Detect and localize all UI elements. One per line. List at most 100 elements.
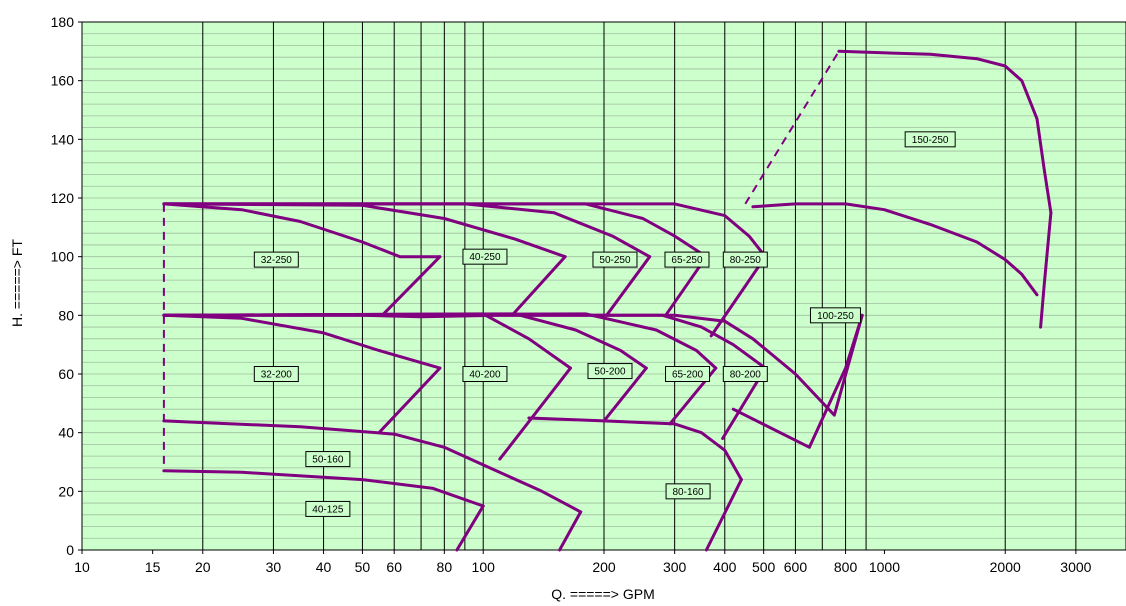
- x-tick-label: 800: [834, 559, 858, 575]
- x-tick-label: 300: [663, 559, 687, 575]
- x-tick-label: 3000: [1060, 559, 1091, 575]
- curve-labels: 150-250 32-250 40-250 50-250 65-250 80-250 100…: [253, 131, 956, 517]
- series-line: [510, 255, 567, 317]
- y-tick-label: 40: [58, 425, 74, 441]
- series-line: [162, 419, 583, 514]
- curve-label-box: [592, 251, 638, 268]
- x-tick-label: 80: [437, 559, 453, 575]
- series-line: [837, 49, 1053, 215]
- x-tick-label: 15: [145, 559, 161, 575]
- y-tick-label: 140: [51, 131, 75, 147]
- curve-label-text: 50-160: [312, 455, 344, 466]
- x-tick-label: 30: [266, 559, 282, 575]
- series-line: [558, 510, 583, 552]
- curve-label-box: [462, 248, 508, 265]
- curve-label: 40-200: [462, 366, 508, 382]
- y-axis-title: H. =====> FT: [9, 239, 25, 327]
- curve-label-text: 100-250: [817, 311, 854, 322]
- curve-label-box: [722, 251, 768, 268]
- series-line: [498, 366, 572, 461]
- curve-label-text: 50-200: [594, 367, 626, 378]
- x-tick-label: 2000: [990, 559, 1021, 575]
- series-line: [162, 313, 767, 370]
- x-tick-label: 200: [592, 559, 616, 575]
- curve-label-text: 65-200: [672, 370, 704, 381]
- series-line: [605, 255, 652, 317]
- x-tick-label: 100: [472, 559, 496, 575]
- series-line: [731, 313, 864, 449]
- curve-label: 65-250: [664, 251, 710, 268]
- curve-label-text: 80-160: [672, 487, 704, 498]
- curve-label: 32-250: [253, 251, 299, 268]
- curve-label-text: 32-250: [261, 255, 293, 266]
- x-tick-label: 400: [713, 559, 737, 575]
- x-tick-label: 10: [74, 559, 90, 575]
- x-tick-label: 50: [355, 559, 371, 575]
- series-line: [1039, 211, 1053, 329]
- curve-label: 50-160: [305, 451, 351, 468]
- curve-label-box: [253, 366, 299, 382]
- major-gridlines: [202, 22, 1077, 550]
- curve-label-text: 50-250: [599, 255, 631, 266]
- series-line: [377, 366, 442, 435]
- x-axis-title: Q. =====> GPM: [551, 586, 655, 602]
- y-tick-label: 120: [51, 190, 75, 206]
- x-tick-label: 600: [784, 559, 808, 575]
- y-tick-label: 20: [58, 483, 74, 499]
- curve-label-box: [665, 483, 711, 500]
- curve-label: 32-200: [253, 366, 299, 382]
- curve-label-box: [587, 363, 633, 380]
- series-line: [162, 202, 442, 259]
- x-tick-label: 20: [195, 559, 211, 575]
- curve-label: 50-200: [587, 363, 633, 380]
- series-line: [709, 255, 767, 338]
- curve-label-text: 150-250: [912, 135, 949, 146]
- curve-label-box: [664, 251, 710, 268]
- y-tick-label: 60: [58, 366, 74, 382]
- y-tick-label: 100: [51, 249, 75, 265]
- curve-label-text: 65-250: [671, 255, 703, 266]
- series-line: [162, 313, 442, 370]
- y-tick-label: 0: [66, 542, 74, 558]
- curve-label-box: [722, 366, 768, 382]
- series-line: [704, 478, 743, 552]
- curve-label: 80-250: [722, 251, 768, 268]
- series-line: [162, 469, 485, 508]
- series-line: [380, 255, 442, 317]
- x-tick-label: 40: [316, 559, 332, 575]
- curve-label-text: 80-200: [730, 370, 762, 381]
- series-line: [751, 202, 1039, 297]
- curve-label-box: [305, 500, 351, 517]
- curve-label: 150-250: [904, 131, 956, 148]
- curve-label-text: 40-125: [312, 504, 344, 515]
- series-line: [527, 416, 743, 482]
- curve-label-text: 40-200: [469, 370, 501, 381]
- curve-label: 80-200: [722, 366, 768, 382]
- x-tick-label: 1000: [869, 559, 900, 575]
- curve-label-box: [665, 366, 711, 382]
- y-tick-label: 180: [51, 14, 75, 30]
- y-axis-tick-labels: 0 20 40 60 80 100 120 140 160 180: [51, 14, 82, 558]
- pump-curves: [162, 49, 1053, 552]
- curve-label: 100-250: [809, 307, 861, 324]
- y-tick-label: 80: [58, 307, 74, 323]
- series-line: [744, 50, 840, 205]
- series-line: [455, 504, 485, 552]
- curve-label-box: [305, 451, 351, 468]
- y-tick-label: 160: [51, 73, 75, 89]
- curve-label-box: [253, 251, 299, 268]
- curve-label-box: [462, 366, 508, 382]
- x-tick-label: 60: [386, 559, 402, 575]
- curve-label: 50-250: [592, 251, 638, 268]
- series-line: [602, 366, 648, 423]
- curve-label-box: [809, 307, 861, 324]
- curve-label-text: 80-250: [730, 255, 762, 266]
- x-axis-tick-labels: 10 15 20 30 40 50 60 80 100 200 300 400 500 600 800 100…: [74, 550, 1092, 575]
- curve-label: 65-200: [665, 366, 711, 382]
- curve-label: 80-160: [665, 483, 711, 500]
- x-tick-label: 500: [752, 559, 776, 575]
- curve-label: 40-125: [305, 500, 351, 517]
- curve-label-text: 40-250: [469, 252, 501, 263]
- curve-label-text: 32-200: [261, 370, 293, 381]
- curve-label: 40-250: [462, 248, 508, 265]
